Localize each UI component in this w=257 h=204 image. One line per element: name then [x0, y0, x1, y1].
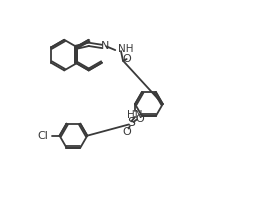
Text: O: O	[122, 54, 131, 64]
Text: NH: NH	[118, 44, 133, 54]
Text: Cl: Cl	[38, 131, 49, 141]
Text: S: S	[127, 116, 135, 129]
Text: N: N	[101, 41, 109, 51]
Text: HN: HN	[127, 110, 143, 120]
Text: O: O	[122, 127, 131, 137]
Text: O: O	[135, 114, 144, 124]
